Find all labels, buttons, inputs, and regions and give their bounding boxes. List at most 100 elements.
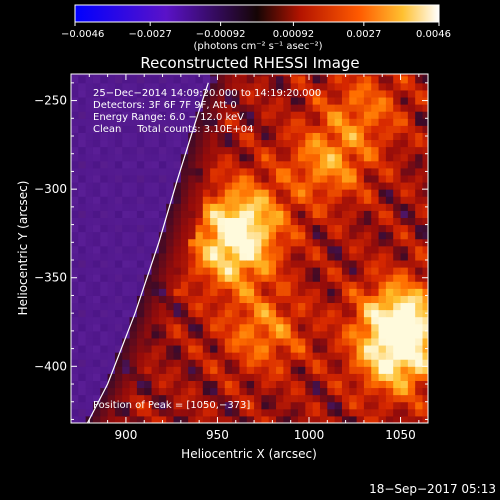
x-tick-label: 1050	[385, 428, 416, 442]
heatmap-cell	[114, 217, 123, 226]
heatmap-cell	[151, 160, 160, 169]
heatmap-cell	[166, 295, 175, 304]
heatmap-cell	[261, 132, 270, 141]
heatmap-cell	[276, 153, 284, 162]
heatmap-cell	[136, 189, 145, 197]
heatmap-cell	[276, 352, 284, 360]
heatmap-cell	[312, 309, 321, 318]
heatmap-cell	[144, 132, 153, 141]
heatmap-cell	[312, 153, 321, 162]
heatmap-cell	[71, 224, 79, 233]
heatmap-cell	[400, 408, 409, 417]
heatmap-cell	[261, 295, 270, 304]
heatmap-cell	[129, 330, 138, 339]
heatmap-cell	[305, 316, 314, 325]
heatmap-cell	[407, 189, 416, 197]
heatmap-cell	[349, 224, 358, 233]
heatmap-cell	[85, 387, 94, 396]
heatmap-cell	[232, 182, 240, 190]
heatmap-cell	[400, 252, 409, 261]
heatmap-cell	[422, 74, 428, 77]
heatmap-cell	[407, 139, 416, 148]
heatmap-cell	[356, 387, 365, 396]
heatmap-cell	[92, 245, 101, 254]
heatmap-cell	[378, 174, 387, 183]
heatmap-cell	[305, 309, 314, 318]
heatmap-cell	[385, 415, 394, 423]
heatmap-cell	[239, 146, 248, 155]
heatmap-cell	[327, 74, 336, 77]
heatmap-cell	[254, 203, 262, 211]
heatmap-cell	[407, 316, 416, 325]
heatmap-cell	[151, 309, 160, 318]
heatmap-cell	[305, 238, 314, 247]
heatmap-cell	[180, 415, 189, 423]
heatmap-cell	[385, 302, 394, 311]
heatmap-cell	[239, 139, 248, 148]
x-axis-label: Heliocentric X (arcsec)	[181, 447, 317, 461]
heatmap-cell	[151, 167, 160, 176]
heatmap-cell	[422, 252, 428, 261]
heatmap-cell	[114, 345, 123, 353]
heatmap-cell	[107, 231, 116, 240]
heatmap-cell	[85, 401, 94, 410]
heatmap-cell	[78, 132, 87, 141]
heatmap-cell	[268, 387, 277, 396]
heatmap-cell	[107, 366, 116, 374]
heatmap-cell	[393, 160, 402, 169]
heatmap-cell	[319, 118, 328, 126]
heatmap-cell	[239, 288, 248, 296]
heatmap-cell	[92, 146, 101, 155]
heatmap-cell	[246, 231, 255, 240]
heatmap-cell	[217, 415, 226, 423]
heatmap-cell	[151, 330, 160, 339]
heatmap-cell	[180, 217, 189, 226]
heatmap-cell	[254, 380, 262, 389]
heatmap-cell	[290, 245, 299, 254]
heatmap-cell	[224, 231, 233, 240]
heatmap-cell	[151, 217, 160, 226]
heatmap-cell	[268, 238, 277, 247]
heatmap-cell	[129, 74, 138, 77]
heatmap-cell	[71, 238, 79, 247]
heatmap-cell	[371, 125, 380, 133]
heatmap-cell	[151, 125, 160, 133]
heatmap-cell	[92, 260, 101, 268]
heatmap-cell	[151, 104, 160, 112]
heatmap-cell	[232, 352, 240, 360]
heatmap-cell	[393, 352, 402, 360]
heatmap-cell	[334, 288, 343, 296]
heatmap-cell	[312, 373, 321, 381]
heatmap-cell	[378, 146, 387, 155]
heatmap-cell	[232, 238, 240, 247]
heatmap-cell	[122, 408, 131, 417]
heatmap-cell	[385, 217, 394, 226]
heatmap-cell	[261, 359, 270, 367]
heatmap-cell	[202, 118, 211, 126]
heatmap-cell	[341, 260, 350, 268]
heatmap-cell	[166, 387, 175, 396]
heatmap-cell	[122, 267, 131, 275]
heatmap-cell	[166, 231, 175, 240]
heatmap-cell	[415, 167, 424, 176]
heatmap-cell	[107, 196, 116, 204]
y-tick-label: −300	[34, 182, 67, 196]
heatmap-cell	[107, 146, 116, 155]
heatmap-cell	[78, 352, 87, 360]
heatmap-cell	[158, 104, 167, 112]
heatmap-cell	[341, 274, 350, 282]
heatmap-cell	[385, 160, 394, 169]
heatmap-cell	[195, 75, 204, 84]
heatmap-cell	[195, 267, 204, 275]
heatmap-cell	[92, 89, 101, 98]
heatmap-cell	[349, 104, 358, 112]
heatmap-cell	[378, 337, 387, 346]
heatmap-cell	[349, 125, 358, 133]
heatmap-cell	[166, 245, 175, 254]
heatmap-cell	[195, 196, 204, 204]
heatmap-cell	[136, 415, 145, 423]
heatmap-cell	[371, 352, 380, 360]
heatmap-cell	[92, 196, 101, 204]
heatmap-cell	[195, 415, 204, 423]
heatmap-cell	[210, 160, 218, 169]
